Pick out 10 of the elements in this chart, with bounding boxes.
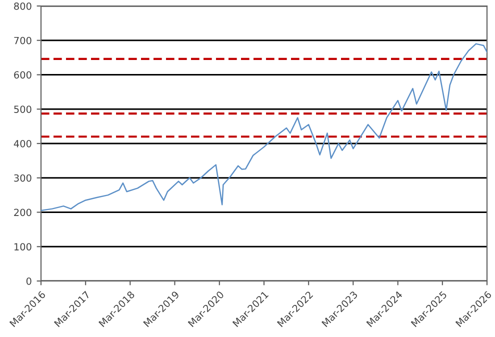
y-tick-label: 300 bbox=[14, 174, 32, 182]
y-tick-label: 400 bbox=[14, 140, 32, 148]
line-series bbox=[41, 43, 487, 212]
y-tick-label: 800 bbox=[14, 2, 32, 10]
y-tick-label: 200 bbox=[14, 208, 32, 216]
y-tick-label: 0 bbox=[26, 277, 32, 285]
y-tick-label: 100 bbox=[14, 243, 32, 250]
y-tick-label: 600 bbox=[14, 71, 32, 79]
y-tick-label: 500 bbox=[14, 106, 32, 113]
y-tick-label: 700 bbox=[14, 36, 32, 44]
